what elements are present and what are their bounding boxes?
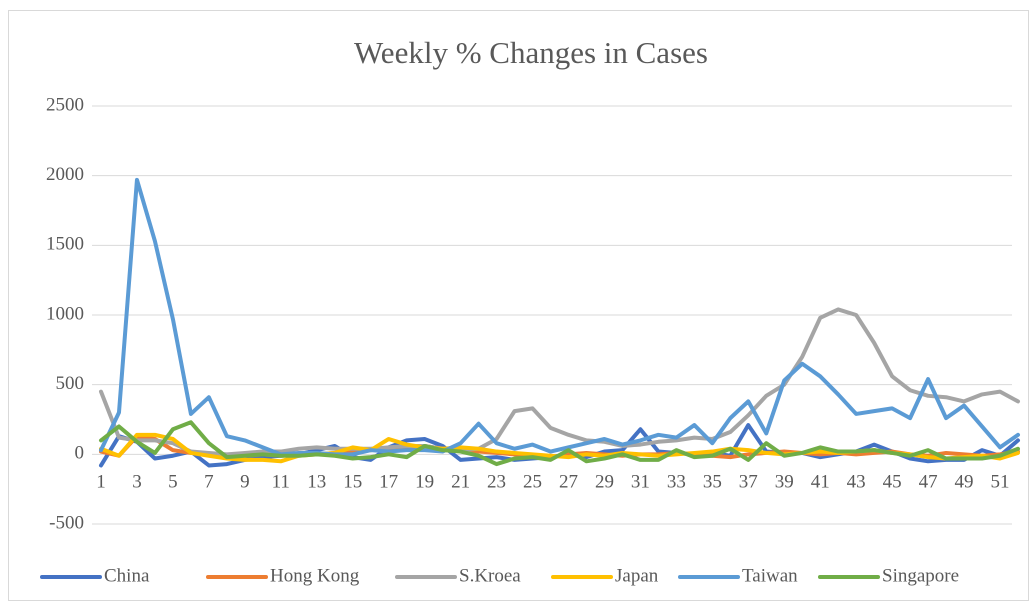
y-tick-label: 1500 <box>46 234 84 255</box>
x-tick-label: 51 <box>991 472 1010 493</box>
legend-label: S.Kroea <box>459 565 521 586</box>
legend-label: China <box>104 565 150 586</box>
legend-label: Taiwan <box>742 565 798 586</box>
x-tick-label: 31 <box>631 472 650 493</box>
x-tick-label: 33 <box>667 472 686 493</box>
x-tick-label: 5 <box>168 472 178 493</box>
chart-title: Weekly % Changes in Cases <box>354 35 708 70</box>
x-tick-label: 13 <box>307 472 326 493</box>
x-tick-label: 47 <box>919 472 938 493</box>
x-tick-label: 11 <box>272 472 290 493</box>
x-tick-label: 1 <box>96 472 106 493</box>
x-tick-label: 19 <box>415 472 434 493</box>
x-tick-label: 49 <box>955 472 974 493</box>
x-tick-label: 7 <box>204 472 214 493</box>
x-tick-label: 27 <box>559 472 578 493</box>
chart-border <box>8 10 1029 601</box>
y-tick-label: 1000 <box>46 303 84 324</box>
x-tick-label: 41 <box>811 472 830 493</box>
x-tick-label: 37 <box>739 472 758 493</box>
y-tick-label: 500 <box>56 373 85 394</box>
x-tick-label: 29 <box>595 472 614 493</box>
x-tick-label: 15 <box>343 472 362 493</box>
x-tick-label: 3 <box>132 472 142 493</box>
y-tick-label: 0 <box>75 443 85 464</box>
legend-label: Japan <box>615 565 659 586</box>
x-tick-label: 21 <box>451 472 470 493</box>
series-line <box>99 420 1020 467</box>
y-tick-label: 2000 <box>46 164 84 185</box>
series-line <box>99 307 1020 457</box>
x-tick-label: 39 <box>775 472 794 493</box>
legend-label: Singapore <box>882 565 959 586</box>
legend-label: Hong Kong <box>270 565 360 586</box>
x-tick-label: 43 <box>847 472 866 493</box>
y-tick-label: -500 <box>49 512 84 533</box>
x-tick-label: 25 <box>523 472 542 493</box>
x-tick-label: 35 <box>703 472 722 493</box>
y-tick-label: 2500 <box>46 94 84 115</box>
series-line <box>99 177 1020 457</box>
x-tick-label: 9 <box>240 472 250 493</box>
x-tick-label: 45 <box>883 472 902 493</box>
x-tick-label: 23 <box>487 472 506 493</box>
x-tick-label: 17 <box>379 472 398 493</box>
